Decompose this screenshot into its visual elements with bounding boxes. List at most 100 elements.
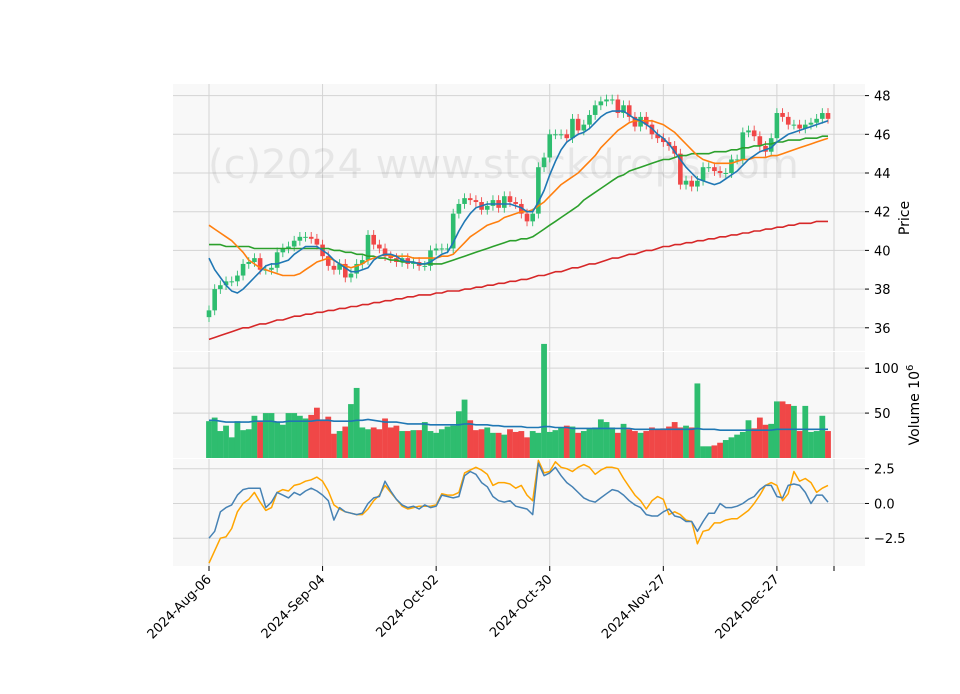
volume-bar xyxy=(728,437,735,458)
volume-bar xyxy=(518,431,525,458)
volume-bar xyxy=(575,432,582,458)
oscillator-blue-line xyxy=(208,462,829,539)
volume-bar xyxy=(296,415,303,458)
volume-bar xyxy=(444,426,451,458)
candle-body xyxy=(609,99,615,101)
candle-body xyxy=(342,263,348,278)
volume-bar xyxy=(319,419,326,458)
volume-bar xyxy=(711,445,718,458)
volume-bar xyxy=(393,425,400,458)
volume-bar xyxy=(376,429,383,458)
volume-bar xyxy=(671,422,678,458)
volume-bar xyxy=(421,422,428,458)
candle-body xyxy=(825,113,831,119)
volume-bar xyxy=(580,431,587,458)
volume-bar xyxy=(240,430,246,458)
candle-body xyxy=(570,118,575,139)
volume-bar xyxy=(569,426,576,458)
volume-bar xyxy=(785,404,792,458)
volume-bar xyxy=(461,399,468,458)
candle-body xyxy=(314,238,320,245)
volume-bar xyxy=(694,383,701,458)
candle-body xyxy=(626,105,632,117)
volume-bar xyxy=(399,431,405,458)
candle-body xyxy=(439,248,445,250)
volume-bar xyxy=(206,421,212,458)
volume-bar xyxy=(484,427,491,458)
volume-bar xyxy=(353,387,360,458)
candle-body xyxy=(808,122,814,125)
volume-bar xyxy=(546,431,553,458)
candle-body xyxy=(450,213,456,249)
candle-body xyxy=(331,265,337,270)
volume-bar xyxy=(705,446,712,458)
volume-bar xyxy=(825,431,831,458)
candle-body xyxy=(712,167,717,172)
volume-bar xyxy=(490,432,496,458)
candle-body xyxy=(507,196,513,203)
candle-body xyxy=(433,248,439,251)
candle-body xyxy=(325,256,331,266)
volume-bar xyxy=(325,416,332,458)
volume-bar xyxy=(336,431,343,458)
volume-bar xyxy=(751,428,758,458)
candle-body xyxy=(717,171,723,173)
volume-bar xyxy=(228,437,235,458)
moving-average-orange-line xyxy=(208,120,829,277)
candle-body xyxy=(678,153,683,185)
candle-body xyxy=(411,262,416,264)
volume-bar xyxy=(677,427,684,458)
candle-body xyxy=(797,124,802,129)
volume-bar xyxy=(342,426,349,458)
volume-bar xyxy=(614,432,621,458)
volume-bar xyxy=(478,429,485,458)
volume-axis-tick-label: 50 xyxy=(874,407,891,422)
volume-bar xyxy=(558,427,564,458)
candle-body xyxy=(269,267,274,270)
volume-bar xyxy=(285,413,292,458)
candle-body xyxy=(547,134,553,158)
candle-body xyxy=(473,200,479,203)
price-axis-tick-label: 42 xyxy=(874,206,891,221)
candle-body xyxy=(723,173,729,174)
candle-body xyxy=(445,248,450,250)
candle-body xyxy=(655,134,660,139)
volume-bar xyxy=(438,429,445,458)
volume-bar xyxy=(279,424,286,458)
volume-bar xyxy=(586,428,593,458)
candle-body xyxy=(388,256,394,259)
moving-average-green-line xyxy=(209,135,828,265)
candle-body xyxy=(280,248,286,253)
candle-body xyxy=(575,118,581,131)
volume-bar xyxy=(274,422,281,458)
candle-body xyxy=(598,101,604,106)
volume-bar xyxy=(217,431,224,458)
candle-body xyxy=(683,180,689,185)
volume-bar xyxy=(245,429,252,458)
volume-bar xyxy=(649,427,655,458)
volume-bar xyxy=(762,424,769,458)
volume-bar xyxy=(234,421,241,458)
candle-body xyxy=(348,273,354,278)
volume-bar xyxy=(768,423,775,458)
volume-bar xyxy=(348,404,354,458)
candle-body xyxy=(291,240,297,247)
volume-bar xyxy=(387,427,394,458)
price-axis-label: Price xyxy=(897,201,913,235)
volume-bar xyxy=(302,418,309,458)
candle-body xyxy=(746,130,751,133)
volume-bar xyxy=(603,422,610,458)
candle-body xyxy=(604,99,609,102)
volume-bar xyxy=(637,432,644,458)
volume-bar xyxy=(268,413,275,458)
moving-average-red-line xyxy=(208,220,828,341)
volume-bar xyxy=(370,427,377,458)
volume-bar xyxy=(722,440,729,458)
candle-body xyxy=(240,263,246,276)
price-axis-tick-label: 48 xyxy=(874,90,891,105)
volume-bar xyxy=(643,431,650,458)
volume-bar xyxy=(683,425,689,458)
candle-body xyxy=(587,114,592,125)
volume-bar xyxy=(495,432,502,458)
